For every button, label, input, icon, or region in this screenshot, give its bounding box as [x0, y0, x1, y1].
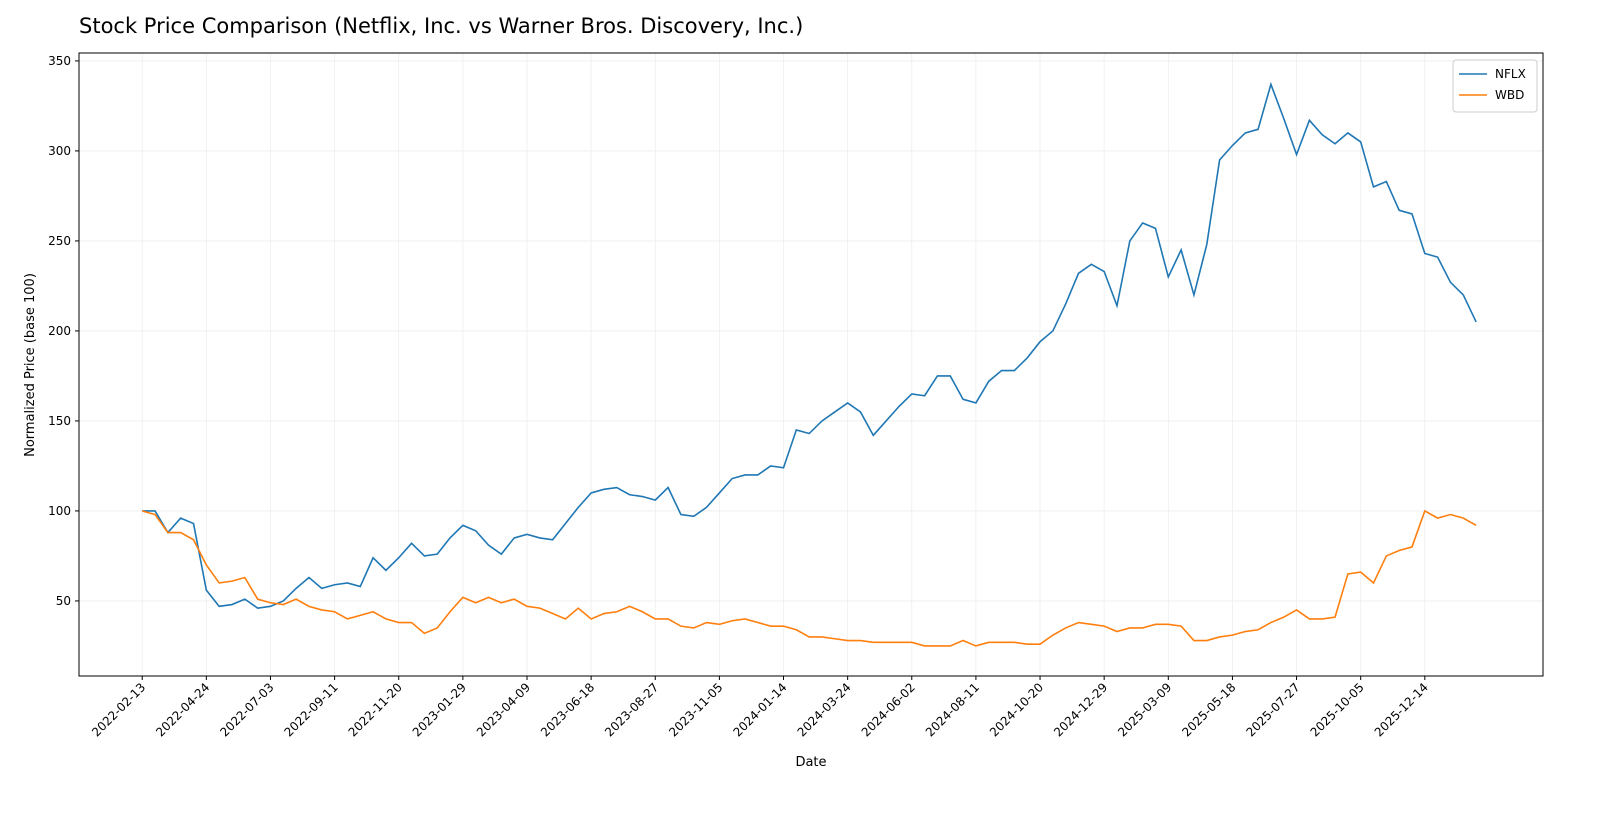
x-tick-label: 2022-11-20 [346, 680, 405, 739]
plot-frame [78, 52, 1544, 677]
x-tick-label: 2025-07-27 [1243, 680, 1302, 739]
x-tick-label: 2022-09-11 [282, 680, 341, 739]
y-axis-label: Normalized Price (base 100) [23, 273, 38, 457]
y-tick-label: 250 [48, 234, 71, 248]
x-tick-label: 2025-12-14 [1372, 680, 1431, 739]
x-tick-label: 2025-03-09 [1115, 680, 1174, 739]
x-tick-label: 2023-06-18 [538, 680, 597, 739]
legend: NFLX WBD [1452, 59, 1538, 113]
x-axis-label: Date [795, 755, 826, 770]
legend-label: NFLX [1495, 67, 1526, 81]
legend-box [1452, 59, 1538, 113]
x-tick-label: 2022-07-03 [217, 680, 276, 739]
x-tick-label: 2022-04-24 [153, 680, 212, 739]
y-tick-label: 200 [48, 324, 71, 338]
y-tick-label: 300 [48, 144, 71, 158]
x-tick-label: 2024-06-02 [859, 680, 918, 739]
y-tick-label: 50 [56, 594, 71, 608]
x-tick-label: 2024-01-14 [730, 680, 789, 739]
y-tick-label: 350 [48, 54, 71, 68]
x-tick-label: 2022-02-13 [89, 680, 148, 739]
x-tick-label: 2023-04-09 [474, 680, 533, 739]
chart-title: Stock Price Comparison (Netflix, Inc. vs… [79, 14, 803, 38]
x-tick-label: 2024-03-24 [795, 680, 854, 739]
legend-label: WBD [1495, 88, 1524, 102]
y-tick-label: 100 [48, 504, 71, 518]
y-tick-label: 150 [48, 414, 71, 428]
x-tick-label: 2023-11-05 [666, 680, 725, 739]
x-tick-label: 2024-12-29 [1051, 680, 1110, 739]
line-series [141, 509, 1477, 647]
x-tick-label: 2024-08-11 [923, 680, 982, 739]
line-series [142, 81, 1477, 609]
x-tick-label: 2024-10-20 [987, 680, 1046, 739]
x-tick-label: 2025-05-18 [1179, 680, 1238, 739]
x-tick-label: 2023-01-29 [410, 680, 469, 739]
x-tick-label: 2023-08-27 [602, 680, 661, 739]
x-tick-label: 2025-10-05 [1308, 680, 1367, 739]
